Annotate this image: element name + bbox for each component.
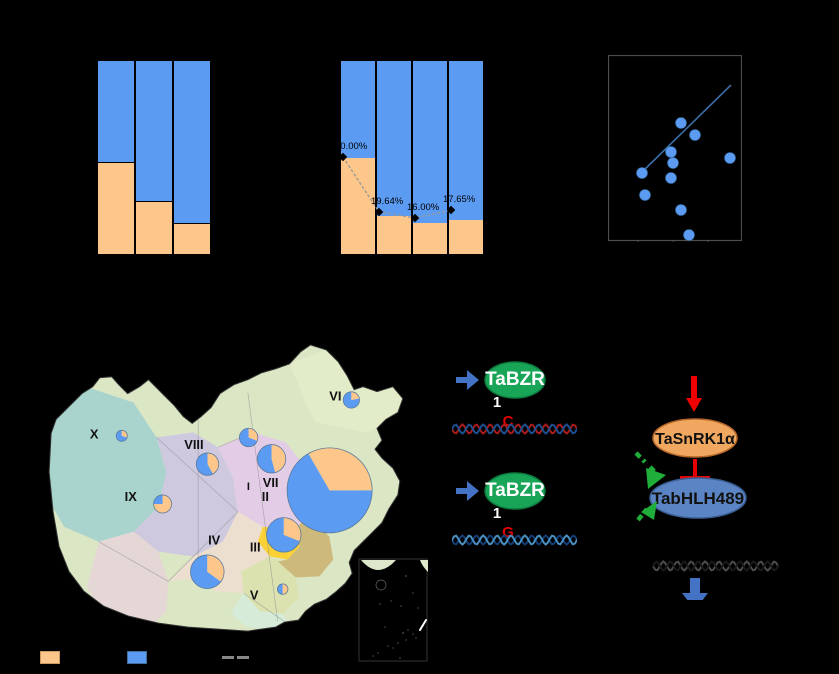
svg-text:VIII: VIII [184, 437, 203, 452]
svg-text:X: X [90, 426, 99, 441]
svg-text:VI: VI [329, 389, 341, 404]
svg-text:V: V [250, 587, 259, 602]
svg-text:TaBZR: TaBZR [485, 369, 545, 390]
svg-text:III: III [250, 540, 261, 555]
svg-text:I: I [247, 481, 250, 493]
svg-text:IV: IV [208, 533, 221, 548]
svg-text:IX: IX [125, 489, 138, 504]
svg-text:II: II [262, 489, 269, 504]
svg-text:TaBZR: TaBZR [485, 480, 545, 501]
svg-text:TaSnRK1α: TaSnRK1α [655, 431, 735, 448]
svg-text:VII: VII [263, 475, 279, 490]
